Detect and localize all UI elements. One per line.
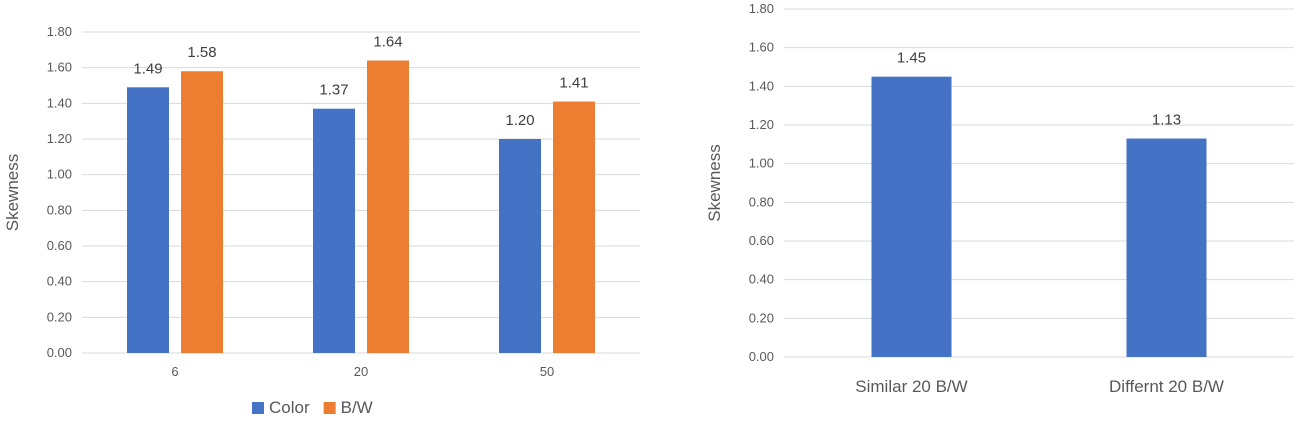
x-tick-label: Similar 20 B/W — [855, 377, 967, 396]
bar — [499, 139, 541, 353]
legend-swatch — [252, 402, 264, 414]
y-tick-label: 1.00 — [47, 167, 72, 182]
y-tick-label: 0.80 — [47, 202, 72, 217]
y-tick-label: 1.80 — [749, 1, 774, 16]
y-tick-label: 1.40 — [47, 95, 72, 110]
bar — [367, 60, 409, 354]
data-label: 1.13 — [1152, 112, 1181, 129]
data-label: 1.41 — [559, 75, 588, 92]
x-tick-label: 6 — [171, 364, 178, 379]
data-label: 1.45 — [897, 50, 926, 67]
y-tick-label: 1.20 — [47, 131, 72, 146]
y-tick-label: 0.60 — [749, 233, 774, 248]
data-label: 1.49 — [133, 60, 162, 77]
y-tick-label: 1.60 — [749, 40, 774, 55]
y-tick-label: 0.80 — [749, 194, 774, 209]
legend-label: Color — [269, 398, 310, 417]
y-tick-label: 1.80 — [47, 24, 72, 39]
y-tick-label: 1.20 — [749, 117, 774, 132]
y-tick-label: 1.00 — [749, 156, 774, 171]
y-tick-label: 1.40 — [749, 78, 774, 93]
legend-label: B/W — [341, 398, 373, 417]
chart-left: 0.00 0.20 0.40 0.60 0.80 1.00 1.20 1.40 1.60 1.80… — [3, 24, 640, 417]
y-tick-label: 0.40 — [749, 272, 774, 287]
data-label: 1.58 — [187, 44, 216, 61]
y-tick-label: 0.00 — [47, 345, 72, 360]
bar — [871, 76, 952, 358]
bar — [553, 101, 595, 353]
y-tick-label: 0.40 — [47, 274, 72, 289]
bar — [181, 71, 223, 353]
chart-right: 0.00 0.20 0.40 0.60 0.80 1.00 1.20 1.40 1.60 1.80… — [705, 1, 1294, 396]
y-tick-label: 0.20 — [47, 309, 72, 324]
bar — [1126, 138, 1207, 357]
y-axis-title: Skewness — [705, 144, 724, 221]
bar — [127, 87, 169, 354]
legend-swatch — [323, 402, 336, 414]
bar — [313, 108, 355, 353]
data-label: 1.64 — [373, 34, 402, 51]
data-label: 1.20 — [505, 112, 534, 129]
y-axis-title: Skewness — [3, 154, 22, 231]
data-label: 1.37 — [319, 82, 348, 99]
y-tick-label: 0.00 — [749, 349, 774, 364]
y-tick-label: 0.60 — [47, 238, 72, 253]
y-tick-label: 0.20 — [749, 310, 774, 325]
y-tick-label: 1.60 — [47, 60, 72, 75]
x-tick-label: 50 — [540, 364, 554, 379]
x-tick-label: 20 — [354, 364, 368, 379]
x-tick-label: Differnt 20 B/W — [1109, 377, 1224, 396]
